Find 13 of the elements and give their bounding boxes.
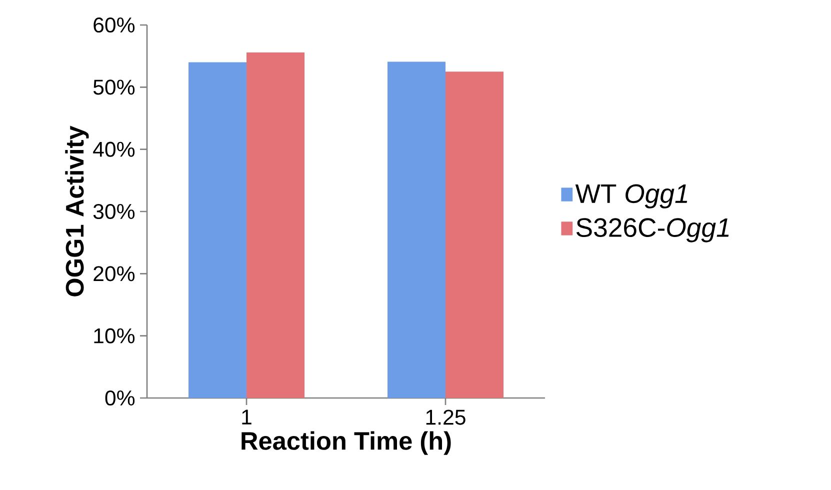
y-tick-label: 30% — [93, 204, 135, 220]
y-axis-title: OGG1 Activity — [65, 126, 89, 296]
x-tick-label: 1.25 — [426, 410, 466, 425]
y-tick-label: 10% — [94, 328, 135, 344]
y-tick-label: 20% — [94, 266, 135, 282]
x-tick-label: 1 — [242, 410, 252, 424]
y-tick-label: 60% — [94, 17, 135, 33]
x-axis-title: Reaction Time (h) — [242, 431, 451, 455]
y-tick-label: 0% — [105, 390, 135, 406]
y-tick-label: 50% — [93, 80, 135, 95]
legend-label: WT Ogg1 — [575, 184, 688, 208]
y-tick-label: 40% — [93, 142, 135, 157]
legend-label: S326C-Ogg1 — [576, 218, 729, 242]
